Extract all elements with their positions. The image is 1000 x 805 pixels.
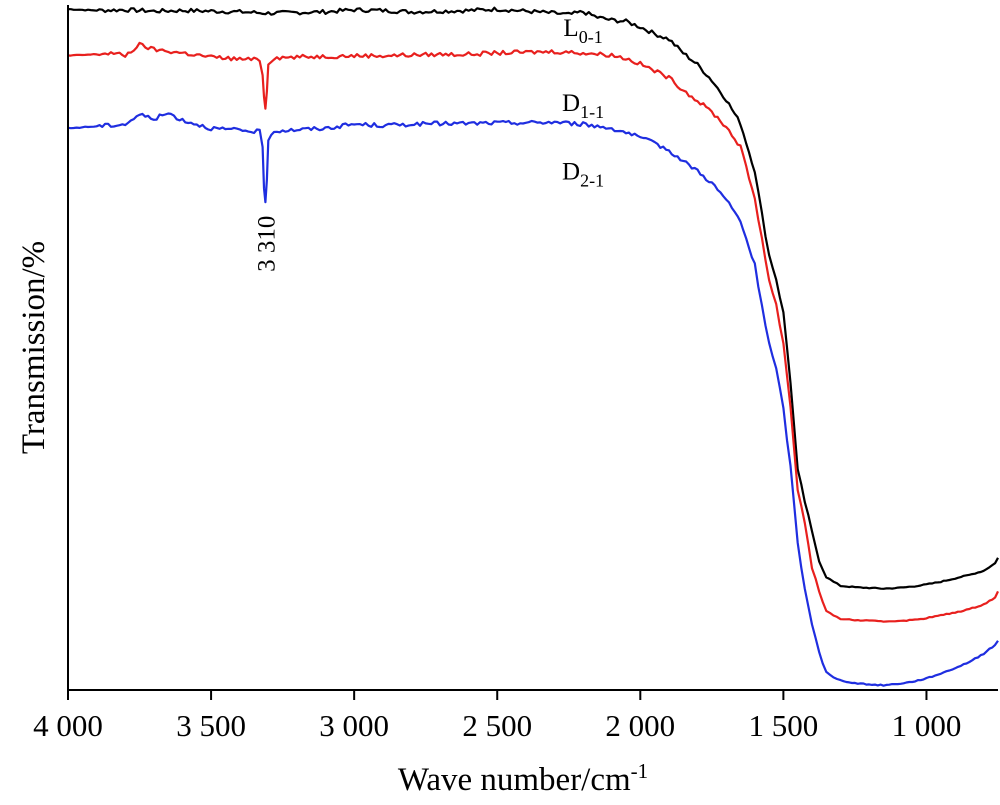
series-label-l-0-1: L0-1 [563, 15, 602, 47]
annotation-layer: 3 310 [253, 216, 280, 272]
x-tick-label: 3 500 [176, 708, 246, 743]
x-axis-title-superscript: -1 [631, 759, 649, 783]
series-line-l-0-1 [67, 6, 999, 590]
x-tick-label: 2 000 [605, 708, 675, 743]
y-axis-title: Transmission/% [16, 241, 52, 454]
x-tick-label: 1 500 [749, 708, 819, 743]
series-label-name: L [563, 15, 578, 42]
series-label-layer: L0-1D1-1D2-1 [562, 15, 604, 191]
x-tick-layer: 4 000 3 500 3 000 2 500 2 000 1 500 1 000 [33, 690, 961, 743]
x-tick-label: 1 000 [892, 708, 962, 743]
series-label-d-2-1: D2-1 [562, 159, 604, 191]
series-label-name: D [562, 159, 580, 186]
series-line-d-1-1 [67, 41, 999, 623]
x-axis-title-text: Wave number/cm [398, 762, 631, 798]
series-label-subscript: 1-1 [580, 102, 604, 122]
series-label-subscript: 2-1 [580, 171, 604, 191]
series-label-d-1-1: D1-1 [562, 90, 604, 122]
x-tick-label: 3 000 [319, 708, 389, 743]
series-label-name: D [562, 90, 580, 117]
series-label-subscript: 0-1 [579, 27, 603, 47]
series-line-d-2-1 [67, 112, 999, 687]
annotation-peak-label: 3 310 [253, 216, 280, 272]
x-tick-label: 4 000 [33, 708, 103, 743]
series-layer [67, 6, 999, 687]
x-axis-title: Wave number/cm-1 [398, 759, 648, 798]
x-tick-label: 2 500 [462, 708, 532, 743]
